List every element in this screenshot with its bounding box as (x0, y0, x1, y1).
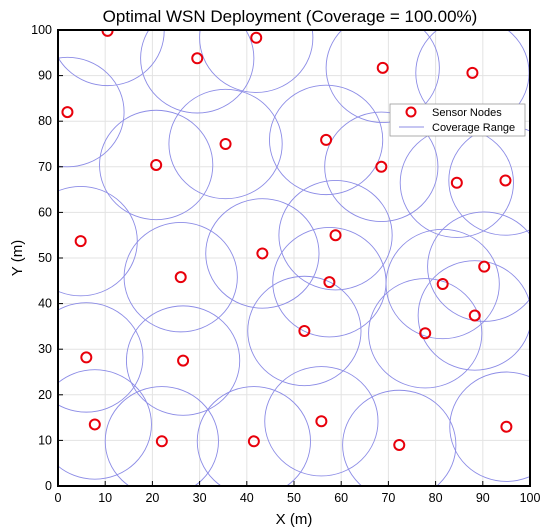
sensor-node-marker (174, 271, 187, 284)
sensor-node-marker (419, 327, 432, 340)
coverage-circle (399, 127, 514, 238)
x-axis: 0 10 20 30 40 50 60 70 80 90 100 (55, 481, 541, 505)
coverage-circle (140, 30, 255, 114)
y-tick-label: 80 (38, 114, 52, 128)
x-tick-label: 90 (476, 491, 490, 505)
sensor-node-marker (478, 260, 491, 273)
sensor-node-marker (376, 61, 389, 74)
sensor-node-marker (323, 276, 336, 289)
coverage-circle (58, 302, 144, 413)
sensor-node-marker (499, 174, 512, 187)
legend-label-sensor-nodes: Sensor Nodes (432, 107, 502, 119)
x-tick-label: 40 (240, 491, 254, 505)
coverage-circle (264, 366, 379, 477)
coverage-circle (449, 371, 530, 482)
sensor-node-marker (61, 106, 74, 119)
y-tick-label: 60 (38, 205, 52, 219)
x-tick-label: 50 (287, 491, 301, 505)
sensor-node-marker (450, 176, 463, 189)
grid (57, 29, 531, 487)
legend: Sensor Nodes Coverage Range (389, 103, 526, 137)
sensor-node-marker (155, 435, 168, 448)
sensor-node-marker (329, 229, 342, 242)
x-tick-label: 100 (520, 491, 541, 505)
y-tick-label: 70 (38, 160, 52, 174)
y-tick-label: 90 (38, 69, 52, 83)
node-layer (61, 30, 513, 451)
coverage-circle (168, 88, 283, 200)
sensor-node-marker (375, 160, 388, 173)
x-tick-label: 0 (55, 491, 62, 505)
sensor-node-marker (88, 418, 101, 431)
y-tick-label: 100 (31, 23, 52, 37)
sensor-node-marker (320, 133, 333, 146)
sensor-node-marker (436, 277, 449, 290)
coverage-circle (99, 109, 214, 221)
sensor-node-marker (500, 420, 513, 433)
coverage-circle (325, 30, 440, 124)
coverage-circle (324, 111, 439, 222)
legend-box (389, 103, 526, 137)
coverage-circle (58, 185, 138, 297)
sensor-node-marker (466, 66, 479, 79)
coverage-circle (58, 56, 125, 168)
coverage-circle (104, 386, 219, 486)
sensor-node-marker (219, 138, 232, 150)
y-tick-label: 10 (38, 433, 52, 447)
x-tick-label: 30 (193, 491, 207, 505)
sensor-node-marker (468, 309, 481, 322)
coverage-circle (196, 386, 311, 486)
y-tick-label: 0 (45, 479, 52, 493)
x-axis-label: X (m) (276, 511, 313, 528)
sensor-node-marker (74, 235, 87, 248)
sensor-node-marker (393, 438, 406, 451)
coverage-layer (58, 30, 530, 486)
sensor-node-marker (80, 351, 93, 364)
chart-title: Optimal WSN Deployment (Coverage = 100.0… (103, 7, 478, 26)
coverage-circle (269, 84, 384, 196)
y-tick-label: 50 (38, 251, 52, 265)
coverage-circle (199, 30, 314, 93)
coverage-circle (247, 275, 362, 387)
sensor-node-marker (250, 31, 263, 44)
sensor-node-marker (177, 354, 190, 367)
y-tick-label: 30 (38, 342, 52, 356)
x-tick-label: 60 (334, 491, 348, 505)
x-tick-label: 80 (429, 491, 443, 505)
coverage-circle (58, 369, 152, 480)
coverage-circle (342, 389, 457, 486)
coverage-circle (427, 211, 530, 322)
sensor-node-marker (150, 158, 163, 171)
coverage-circle (278, 180, 393, 291)
x-tick-label: 10 (98, 491, 112, 505)
x-tick-label: 70 (381, 491, 395, 505)
coverage-circle (417, 260, 530, 371)
sensor-node-marker (191, 52, 204, 65)
sensor-node-marker (298, 324, 311, 337)
y-tick-label: 40 (38, 297, 52, 311)
sensor-node-marker (315, 415, 328, 428)
sensor-node-marker (256, 247, 269, 260)
y-tick-label: 20 (38, 388, 52, 402)
x-tick-label: 20 (145, 491, 159, 505)
legend-label-coverage-range: Coverage Range (432, 122, 515, 134)
coverage-circle (125, 305, 241, 416)
coverage-circle (205, 198, 320, 309)
coverage-circle (123, 221, 238, 333)
legend-marker-sensor-nodes (405, 106, 417, 118)
y-axis: 0 10 20 30 40 50 60 70 80 90 100 (31, 23, 63, 493)
coverage-circle (368, 278, 483, 389)
y-axis-label: Y (m) (9, 240, 26, 276)
sensor-node-marker (247, 435, 260, 448)
